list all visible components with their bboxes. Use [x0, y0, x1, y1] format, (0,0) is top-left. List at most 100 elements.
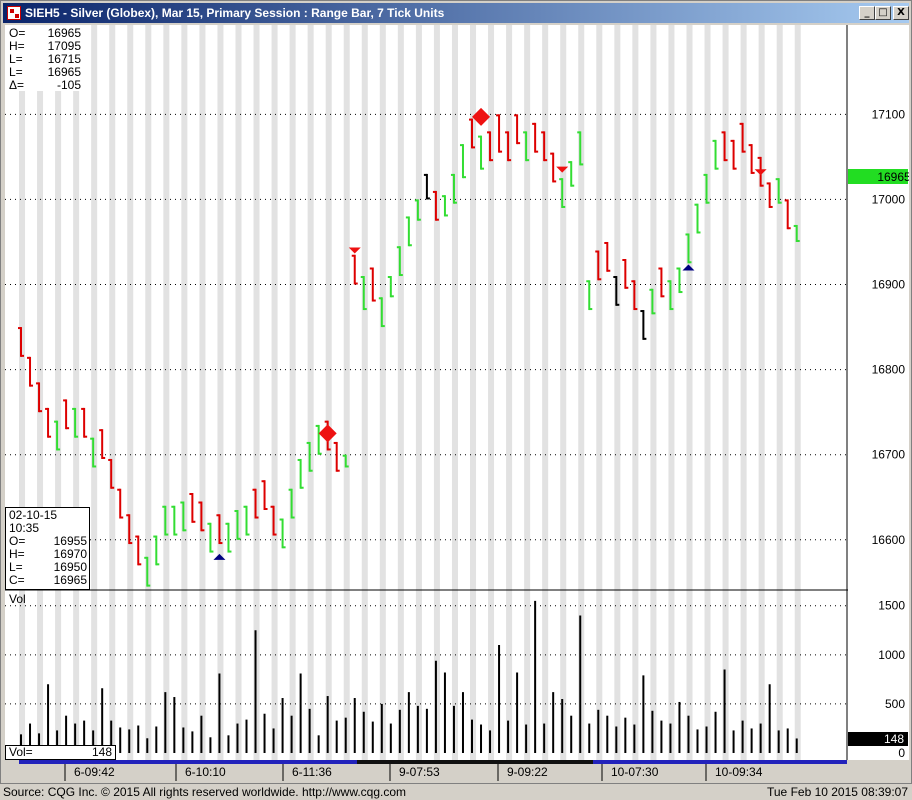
- band-stripe: [73, 25, 80, 760]
- price-bar: [108, 458, 115, 489]
- volume-readout: Vol= 148: [5, 745, 116, 760]
- volume-tick-label: 500: [885, 697, 905, 711]
- band-stripe: [433, 25, 440, 760]
- ohlc-label-3: L=: [9, 65, 23, 79]
- price-bar: [369, 267, 376, 302]
- price-bar: [604, 241, 611, 272]
- price-bar: [351, 254, 358, 285]
- price-bar: [730, 139, 737, 170]
- cursor-readout: 02-10-15 10:35 O= 16955 H= 16970 L= 1695…: [5, 507, 90, 590]
- price-tick-label: 16900: [872, 278, 906, 292]
- time-label-5: 10-07:30: [611, 765, 659, 779]
- ohlc-label-0: O=: [9, 26, 25, 40]
- band-stripe: [722, 25, 729, 760]
- window-title: SIEH5 - Silver (Globex), Mar 15, Primary…: [25, 6, 445, 20]
- price-bar: [441, 195, 448, 217]
- price-bar: [793, 224, 800, 242]
- band-stripe: [397, 25, 404, 760]
- price-bar: [99, 429, 106, 459]
- alternating-bands: [19, 25, 801, 760]
- time-axis: 6-09:42 6-10:10 6-11:36 9-07:53 9-09:22 …: [64, 764, 763, 781]
- cqg-app-icon[interactable]: [7, 6, 21, 20]
- band-stripe: [488, 25, 495, 760]
- price-bar: [496, 114, 503, 153]
- band-stripe: [524, 25, 531, 760]
- band-stripe: [343, 25, 350, 760]
- minimize-button[interactable]: _: [859, 6, 875, 20]
- price-bar: [54, 420, 61, 451]
- price-bar: [234, 510, 241, 540]
- status-source-text: Source: CQG Inc. © 2015 All rights reser…: [3, 785, 407, 799]
- price-axis-labels: 16600 16700 16800 16900 17000 17100: [872, 107, 906, 546]
- band-stripe: [470, 25, 477, 760]
- price-bar: [505, 131, 512, 162]
- volume-panel-label: Vol: [9, 592, 26, 606]
- price-tick-label: 17000: [872, 192, 906, 206]
- price-bar: [577, 131, 584, 166]
- price-bar: [586, 280, 593, 311]
- price-bar: [243, 505, 250, 536]
- band-stripe: [19, 25, 26, 760]
- volume-tick-label: 1500: [878, 599, 905, 613]
- band-stripe: [704, 25, 711, 760]
- close-button[interactable]: X: [893, 6, 909, 20]
- volume-tick-label: 0: [898, 746, 905, 760]
- price-bar: [81, 407, 88, 438]
- maximize-button[interactable]: □: [875, 6, 891, 20]
- status-bar: Source: CQG Inc. © 2015 All rights reser…: [0, 784, 912, 800]
- cursor-label-0: O=: [9, 534, 25, 548]
- time-label-6: 10-09:34: [715, 765, 763, 779]
- cursor-date: 02-10-15: [9, 508, 57, 522]
- cursor-label-1: H=: [9, 547, 25, 561]
- price-bar: [315, 424, 322, 455]
- band-stripe: [415, 25, 422, 760]
- signal-markers: [213, 107, 767, 560]
- price-bar: [613, 276, 620, 306]
- price-bar: [162, 505, 169, 536]
- price-bar: [297, 458, 304, 489]
- last-price-tag: [848, 169, 908, 184]
- time-axis-strip: [5, 760, 909, 781]
- price-bar: [595, 250, 602, 281]
- band-stripe: [740, 25, 747, 760]
- range-bar-chart[interactable]: 16600 16700 16800 16900 17000 17100 0 500 1000 1…: [5, 25, 909, 781]
- cursor-time: 10:35: [9, 521, 39, 535]
- cursor-label-2: L=: [9, 560, 23, 574]
- price-bar: [405, 216, 412, 247]
- price-bar: [45, 407, 52, 438]
- time-label-0: 6-09:42: [74, 765, 115, 779]
- ohlc-value-1: 17095: [48, 39, 82, 53]
- price-bar: [649, 288, 656, 315]
- price-tick-label: 16600: [872, 533, 906, 547]
- band-stripe: [758, 25, 765, 760]
- band-stripe: [632, 25, 639, 760]
- price-bar: [712, 139, 719, 170]
- band-stripe: [560, 25, 567, 760]
- price-bar: [261, 480, 268, 511]
- price-bar: [90, 437, 97, 468]
- price-bar: [387, 276, 394, 298]
- price-bar: [396, 246, 403, 277]
- volume-readout-label: Vol=: [9, 745, 33, 759]
- price-tick-label: 16800: [872, 363, 906, 377]
- price-bar: [459, 144, 466, 179]
- session-bar-dark: [357, 760, 593, 764]
- price-bar: [748, 144, 755, 174]
- title-bar[interactable]: SIEH5 - Silver (Globex), Mar 15, Primary…: [3, 3, 909, 23]
- band-stripe: [55, 25, 62, 760]
- price-bar: [135, 535, 142, 566]
- band-stripe: [668, 25, 675, 760]
- price-bar: [550, 152, 557, 183]
- volume-readout-value: 148: [92, 745, 112, 759]
- band-stripe: [776, 25, 783, 760]
- price-bar: [739, 122, 746, 153]
- band-stripe: [686, 25, 693, 760]
- band-stripe: [109, 25, 116, 760]
- price-bar: [541, 131, 548, 162]
- price-bar: [144, 556, 151, 587]
- axis-strip: [848, 25, 909, 760]
- price-bar: [685, 233, 692, 264]
- price-bar: [270, 505, 277, 536]
- price-bar: [658, 267, 665, 298]
